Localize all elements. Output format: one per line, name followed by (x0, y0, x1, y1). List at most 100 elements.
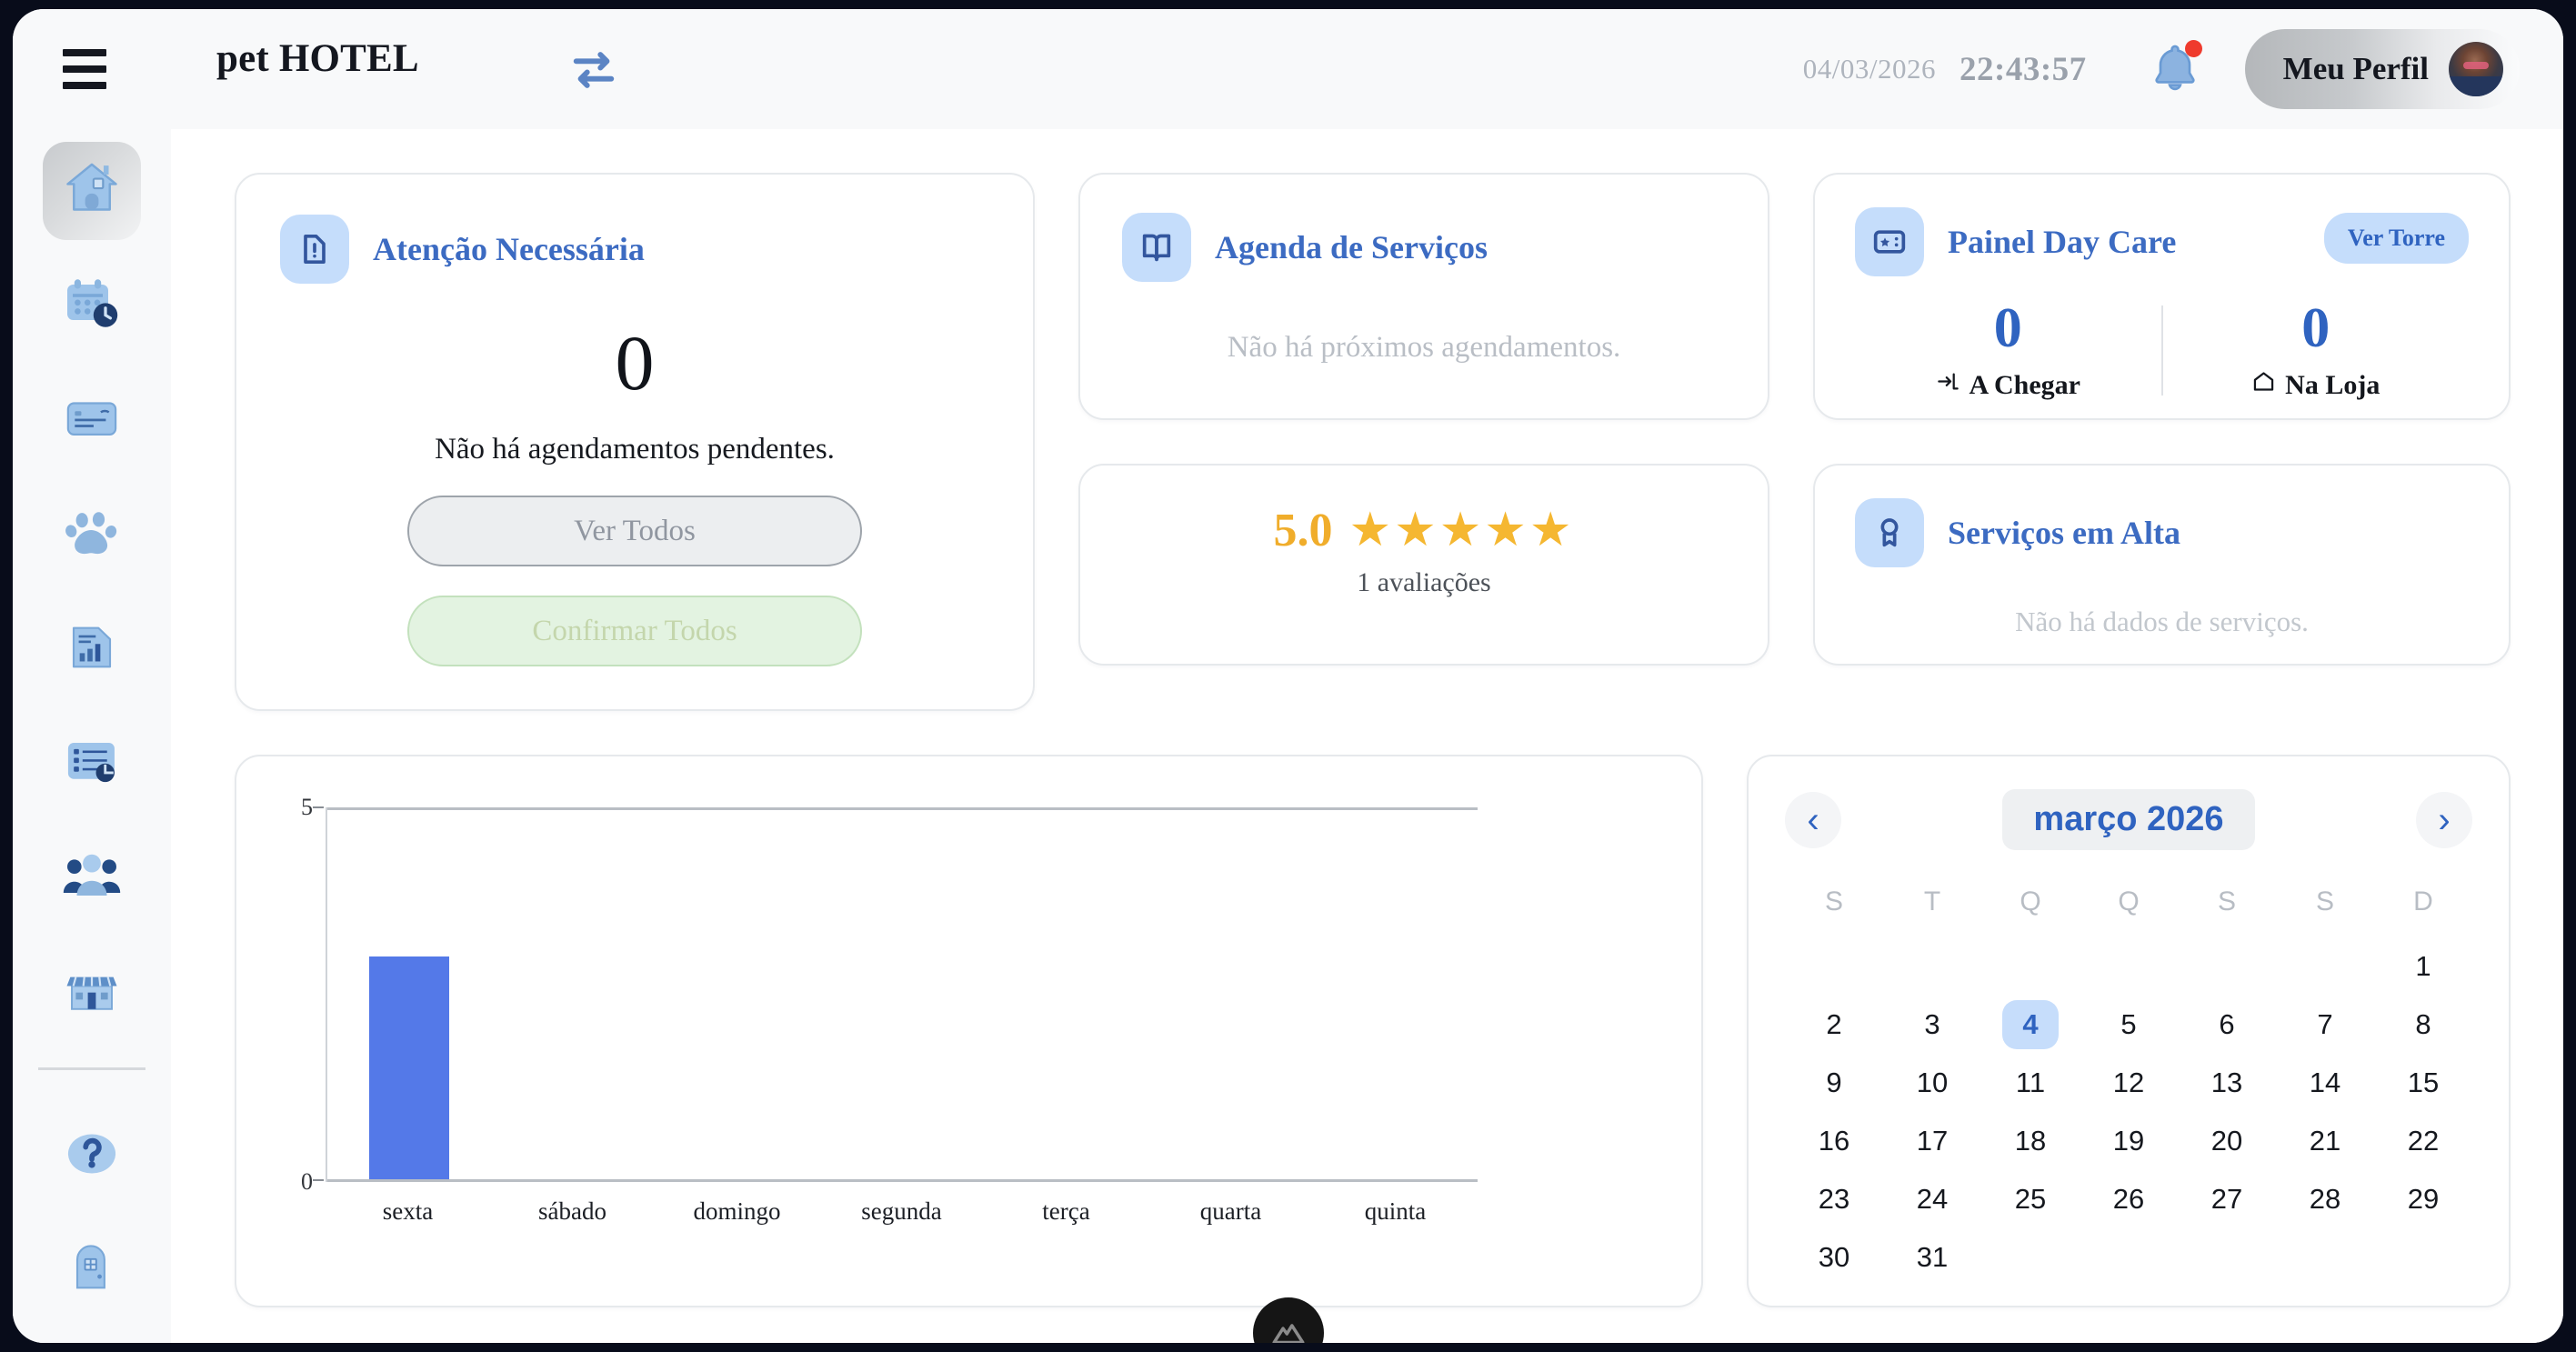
attention-message: Não há agendamentos pendentes. (435, 433, 835, 466)
sidebar-item-reports[interactable] (43, 600, 141, 698)
sidebar-item-store[interactable] (43, 944, 141, 1042)
chart-document-icon (63, 618, 121, 681)
ribbon-award-icon (1855, 498, 1924, 567)
calendar-day[interactable]: 2 (1826, 1008, 1842, 1040)
calendar-month-title[interactable]: março 2026 (2002, 789, 2255, 850)
calendar-day[interactable]: 17 (1916, 1125, 1949, 1157)
view-tower-button[interactable]: Ver Torre (2323, 213, 2469, 264)
door-exit-icon (63, 1239, 121, 1302)
sidebar-item-logout[interactable] (43, 1221, 141, 1319)
calendar-day[interactable]: 6 (2219, 1008, 2235, 1040)
daycare-instore-value: 0 (2301, 297, 2330, 359)
agenda-empty-message: Não há próximos agendamentos. (1227, 331, 1621, 364)
daycare-card-header: Painel Day Care (1855, 207, 2469, 276)
chart-x-label: domingo (693, 1197, 781, 1225)
chart-x-label: quinta (1364, 1197, 1427, 1225)
calendar-day[interactable]: 29 (2407, 1183, 2440, 1215)
calendar-card: ‹ março 2026 › S T Q Q S S D 1 2 3 4 5 6 7 8 9 10 11 12 13 1… (1747, 755, 2511, 1307)
calendar-day[interactable]: 14 (2309, 1067, 2341, 1098)
chart-bar[interactable] (369, 956, 450, 1179)
sidebar-item-schedule[interactable] (43, 256, 141, 355)
rating-card: 5.0 ★★★★★ 1 avaliações (1078, 464, 1769, 666)
calendar-day[interactable]: 9 (1826, 1067, 1842, 1098)
daycare-stats-divider (2160, 305, 2163, 396)
daycare-arriving-label-row: A Chegar (1855, 369, 2161, 401)
calendar-day[interactable]: 25 (2014, 1183, 2047, 1215)
chevron-left-icon[interactable]: ‹ (1785, 791, 1841, 848)
calendar-day[interactable]: 15 (2407, 1067, 2440, 1098)
sidebar-item-tasks[interactable] (43, 715, 141, 813)
trending-card-header: Serviços em Alta (1855, 498, 2469, 567)
calendar-day[interactable]: 23 (1818, 1183, 1850, 1215)
calendar-dow-label: Q (2118, 886, 2140, 916)
hamburger-icon[interactable] (63, 49, 106, 89)
calendar-day[interactable]: 10 (1916, 1067, 1949, 1098)
calendar-day[interactable]: 27 (2210, 1183, 2243, 1215)
calendar-day[interactable]: 22 (2407, 1125, 2440, 1157)
home-outline-icon (2251, 369, 2276, 401)
chart-axis-baseline (327, 1179, 1478, 1182)
profile-button[interactable]: Meu Perfil (2244, 29, 2520, 109)
agenda-column: Agenda de Serviços Não há próximos agend… (1078, 173, 1769, 711)
daycare-card: Painel Day Care Ver Torre 0 (1813, 173, 2511, 420)
chart-x-label: segunda (861, 1197, 942, 1225)
chart-bar-slot (656, 807, 820, 1179)
calendar-dow-label: D (2413, 886, 2433, 916)
calendar-day[interactable]: 16 (1818, 1125, 1850, 1157)
paw-icon (59, 500, 125, 570)
question-mark-icon (61, 1123, 123, 1189)
calendar-day[interactable]: 13 (2210, 1067, 2243, 1098)
top-header: pet HOTEL 04/03/2026 22:43:57 Meu Perfil (13, 9, 2563, 129)
chart-x-labels: sexta sábado domingo segunda terça quarta quin… (326, 1197, 1478, 1226)
header-right-group: 04/03/2026 22:43:57 Meu Perfil (1803, 9, 2520, 129)
sidebar-item-clients[interactable] (43, 829, 141, 927)
swap-arrows-icon[interactable] (567, 44, 620, 96)
calendar-dow-label: S (2217, 886, 2236, 916)
confirm-all-button[interactable]: Confirmar Todos (407, 596, 862, 666)
calendar-day[interactable]: 1 (2415, 950, 2431, 982)
calendar-day[interactable]: 31 (1916, 1241, 1949, 1273)
calendar-day[interactable]: 21 (2309, 1125, 2341, 1157)
app-window: pet HOTEL 04/03/2026 22:43:57 Meu Perfil (13, 9, 2563, 1343)
calendar-day[interactable]: 7 (2317, 1008, 2333, 1040)
calendar-day[interactable]: 3 (1924, 1008, 1940, 1040)
sidebar-item-card[interactable] (43, 371, 141, 469)
daycare-stat-arriving: 0 A Chegar (1855, 300, 2161, 401)
chart-ytick-max: 5 (301, 794, 313, 820)
arrow-into-bracket-icon (1936, 369, 1960, 401)
calendar-day[interactable]: 12 (2112, 1067, 2145, 1098)
view-all-button[interactable]: Ver Todos (407, 496, 862, 566)
daycare-stats: 0 A Chegar (1855, 300, 2469, 401)
calendar-day[interactable]: 26 (2112, 1183, 2145, 1215)
trending-services-card: Serviços em Alta Não há dados de serviço… (1813, 464, 2511, 666)
sidebar-item-help[interactable] (43, 1107, 141, 1205)
attention-card: Atenção Necessária 0 Não há agendamentos… (235, 173, 1035, 711)
calendar-day[interactable]: 24 (1916, 1183, 1949, 1215)
attention-column: Atenção Necessária 0 Não há agendamentos… (235, 173, 1035, 711)
page-title: pet HOTEL (216, 37, 419, 80)
file-alert-icon (280, 215, 349, 284)
calendar-day[interactable]: 28 (2309, 1183, 2341, 1215)
sidebar-item-home[interactable] (43, 142, 141, 240)
badge-star-icon (1855, 207, 1924, 276)
calendar-day[interactable]: 5 (2120, 1008, 2137, 1040)
agenda-card: Agenda de Serviços Não há próximos agend… (1078, 173, 1769, 420)
chevron-right-icon[interactable]: › (2416, 791, 2472, 848)
calendar-day[interactable]: 18 (2014, 1125, 2047, 1157)
chart-bar-slot (985, 807, 1149, 1179)
notification-bell-icon[interactable] (2146, 40, 2204, 98)
calendar-day[interactable]: 30 (1818, 1241, 1850, 1273)
chart-x-label: quarta (1199, 1197, 1262, 1225)
calendar-day[interactable]: 8 (2415, 1008, 2431, 1040)
calendar-day[interactable]: 20 (2210, 1125, 2243, 1157)
sidebar-item-pets[interactable] (43, 486, 141, 584)
daycare-instore-label: Na Loja (2285, 369, 2381, 400)
house-icon (58, 155, 125, 227)
calendar-dow-label: T (1923, 886, 1941, 916)
trending-empty-message: Não há dados de serviços. (2015, 606, 2309, 637)
daycare-column: Painel Day Care Ver Torre 0 (1813, 173, 2511, 711)
rating-stars-icon: ★★★★★ (1348, 505, 1575, 556)
calendar-day[interactable]: 11 (2015, 1067, 2046, 1098)
calendar-day-today[interactable]: 4 (1981, 996, 2080, 1054)
calendar-day[interactable]: 19 (2112, 1125, 2145, 1157)
